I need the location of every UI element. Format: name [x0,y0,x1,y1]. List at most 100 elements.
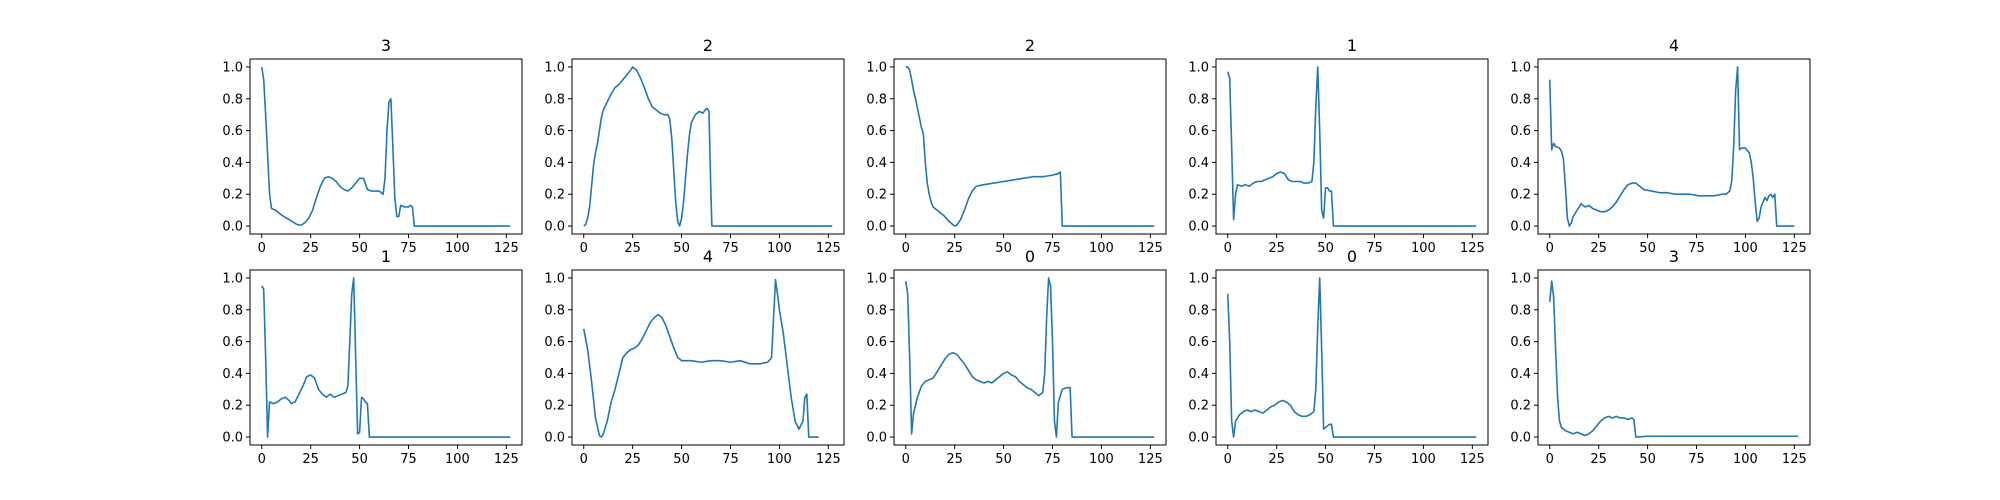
y-tick-label: 0.0 [1188,220,1209,235]
x-tick-label: 0 [1224,452,1232,467]
x-tick-label: 25 [624,241,641,256]
x-tick-label: 100 [767,241,792,256]
y-tick-label: 0.8 [222,92,243,107]
x-tick-label: 75 [1688,452,1705,467]
x-tick-label: 0 [258,452,266,467]
y-tick-label: 0.8 [1188,303,1209,318]
y-tick-label: 0.4 [222,367,243,382]
y-tick-label: 0.2 [1188,399,1209,414]
y-tick-label: 0.8 [1188,92,1209,107]
plot-frame [249,269,523,446]
y-tick-label: 0.2 [544,188,565,203]
y-tick-label: 0.4 [1510,156,1531,171]
plot-frame [893,58,1167,235]
y-tick-label: 0.4 [866,156,887,171]
y-tick-label: 0.6 [1188,124,1209,139]
x-tick-label: 125 [1138,452,1163,467]
y-tick-label: 0.0 [544,220,565,235]
x-tick-label: 25 [1268,241,1285,256]
plot-frame [1215,58,1489,235]
x-tick-label: 50 [673,452,690,467]
y-tick-label: 0.2 [222,399,243,414]
x-tick-label: 0 [580,452,588,467]
x-tick-label: 0 [902,241,910,256]
x-tick-label: 25 [1590,452,1607,467]
x-tick-label: 25 [624,452,641,467]
x-tick-label: 0 [902,452,910,467]
y-tick-label: 0.6 [1510,335,1531,350]
x-tick-label: 75 [1044,452,1061,467]
y-tick-label: 0.4 [1188,156,1209,171]
y-tick-label: 0.2 [1510,188,1531,203]
y-tick-label: 0.0 [222,220,243,235]
plot-frame [571,58,845,235]
panel-title: 2 [703,36,713,55]
series-line [905,66,1155,227]
x-tick-label: 125 [1782,452,1807,467]
y-tick-label: 0.8 [866,303,887,318]
panel-title: 4 [703,247,713,266]
y-tick-label: 1.0 [222,271,243,286]
y-tick-label: 1.0 [866,60,887,75]
panel-title: 3 [381,36,391,55]
x-tick-label: 100 [445,241,470,256]
x-tick-label: 50 [1317,452,1334,467]
x-tick-label: 100 [1411,241,1436,256]
x-tick-label: 100 [1089,452,1114,467]
x-tick-label: 125 [1138,241,1163,256]
plot-frame [893,269,1167,446]
x-tick-label: 125 [494,241,519,256]
x-tick-label: 125 [1460,241,1485,256]
series-line [1226,277,1477,438]
y-tick-label: 0.0 [866,431,887,446]
x-tick-label: 75 [722,452,739,467]
y-tick-label: 0.4 [1188,367,1209,382]
x-tick-label: 50 [995,241,1012,256]
x-tick-label: 0 [1224,241,1232,256]
series-line [582,278,819,438]
y-tick-label: 0.4 [1510,367,1531,382]
x-tick-label: 50 [1317,241,1334,256]
x-tick-label: 0 [1546,452,1554,467]
series-line [904,277,1155,438]
panel-title: 1 [381,247,391,266]
y-tick-label: 0.8 [1510,92,1531,107]
y-tick-label: 0.2 [222,188,243,203]
x-tick-label: 125 [816,452,841,467]
chart-panel-8: 0 25 50 75 100 125 0.0 0.2 0.4 0.6 0.8 1.0 0 [866,247,1167,467]
y-tick-label: 1.0 [1510,60,1531,75]
chart-panel-9: 0 25 50 75 100 125 0.0 0.2 0.4 0.6 0.8 1.0 0 [1188,247,1489,467]
y-tick-label: 0.0 [544,431,565,446]
panel-title: 1 [1347,36,1357,55]
series-line [1548,66,1795,227]
x-tick-label: 75 [722,241,739,256]
y-tick-label: 1.0 [1510,271,1531,286]
x-tick-label: 50 [351,241,368,256]
y-tick-label: 1.0 [222,60,243,75]
y-tick-label: 0.8 [222,303,243,318]
series-line [1226,66,1477,227]
y-tick-label: 0.2 [866,399,887,414]
y-tick-label: 0.8 [544,303,565,318]
x-tick-label: 50 [995,452,1012,467]
y-tick-label: 0.2 [1510,399,1531,414]
panel-title: 4 [1669,36,1679,55]
x-tick-label: 100 [1733,241,1758,256]
x-tick-label: 125 [494,452,519,467]
plot-frame [249,58,523,235]
plot-frame [1215,269,1489,446]
y-tick-label: 0.4 [866,367,887,382]
plot-frame [571,269,845,446]
panel-title: 2 [1025,36,1035,55]
x-tick-label: 25 [1268,452,1285,467]
y-tick-label: 1.0 [1188,60,1209,75]
x-tick-label: 25 [946,452,963,467]
y-tick-label: 0.4 [544,156,565,171]
x-tick-label: 100 [767,452,792,467]
y-tick-label: 0.8 [866,92,887,107]
y-tick-label: 0.0 [1510,431,1531,446]
series-line [260,66,511,227]
y-tick-label: 0.0 [1188,431,1209,446]
chart-panel-3: 0 25 50 75 100 125 0.0 0.2 0.4 0.6 0.8 1.0 2 [866,36,1167,256]
